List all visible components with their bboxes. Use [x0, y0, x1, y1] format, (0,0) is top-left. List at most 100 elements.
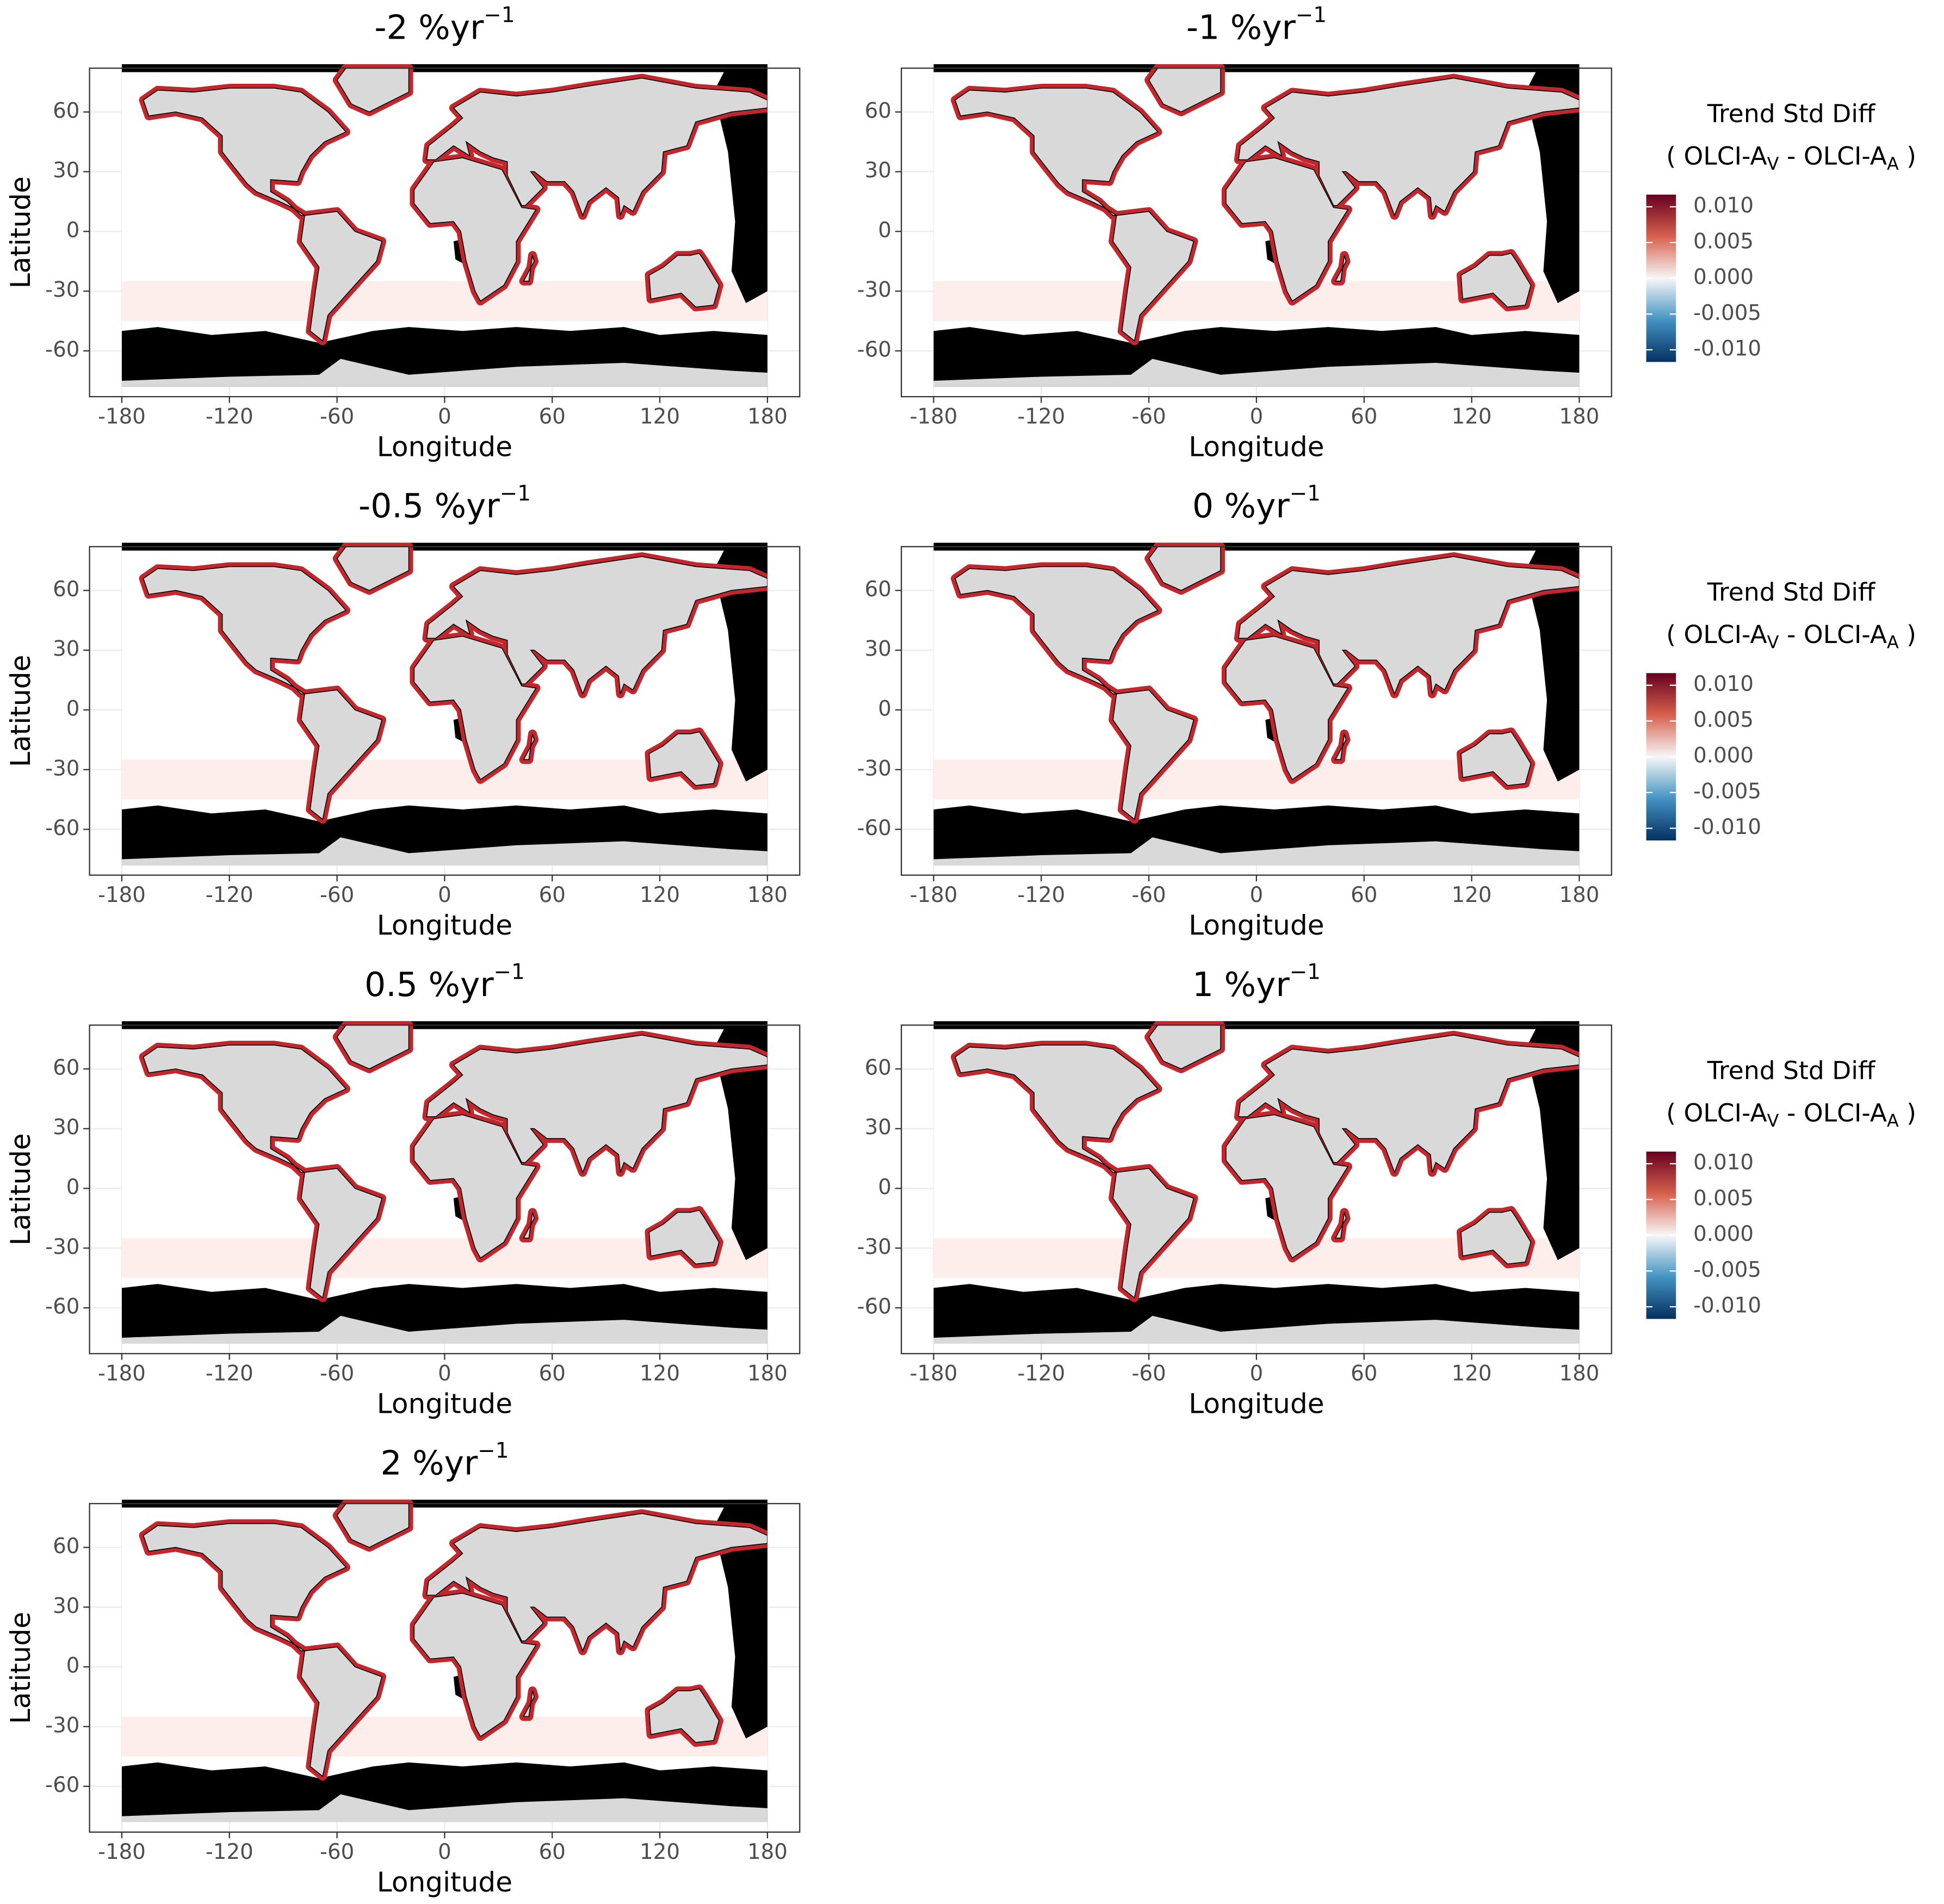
map-panel: -180 -120 -60 0 60 120 180 60 30 0 -30 -60 -1 %yr−1 L… — [4, 3, 1612, 462]
land — [413, 1592, 537, 1738]
x-tick-label: -120 — [206, 883, 253, 907]
x-tick-label: -60 — [1131, 883, 1166, 907]
land — [1112, 1168, 1194, 1299]
legend-title: Trend Std Diff — [1707, 1056, 1876, 1085]
colorbar-label: 0.010 — [1693, 672, 1754, 696]
x-tick-label: 180 — [1559, 883, 1599, 907]
land — [955, 88, 1159, 216]
panel-title: 2 %yr−1 — [380, 1438, 509, 1483]
x-tick-label: 120 — [640, 1840, 680, 1864]
y-tick-label: -30 — [45, 1235, 79, 1259]
x-tick-label: -180 — [98, 1840, 146, 1864]
land — [426, 1034, 767, 1174]
panel-title: 0 %yr−1 — [1192, 481, 1321, 526]
no-data — [1525, 1021, 1580, 1260]
x-tick-label: 180 — [747, 1840, 788, 1864]
plot-border — [89, 67, 801, 398]
y-tick-label: -30 — [857, 756, 891, 781]
map-panel: -180 -120 -60 0 60 120 180 60 30 0 -30 -60 1 %yr−1 Lo… — [4, 960, 1612, 1419]
no-data — [713, 64, 767, 304]
y-axis-title: Latitude — [4, 1133, 36, 1245]
x-tick-label: 180 — [747, 1362, 788, 1386]
x-tick-label: -120 — [206, 1840, 253, 1864]
legend-title: Trend Std Diff — [1707, 99, 1876, 128]
x-tick-label: -60 — [1131, 404, 1166, 429]
panel-title: -0.5 %yr−1 — [358, 481, 531, 526]
land — [426, 77, 767, 217]
land — [413, 157, 537, 302]
x-tick-label: 120 — [640, 404, 680, 429]
map-area — [933, 1021, 1580, 1344]
y-tick-label: 60 — [53, 1055, 79, 1080]
legend-subtitle: ( OLCI-AV - OLCI-AA ) — [1666, 1098, 1916, 1131]
y-axis-title: Latitude — [4, 176, 36, 288]
x-tick-label: -180 — [98, 404, 146, 429]
land — [1460, 731, 1532, 786]
x-axis-title: Longitude — [377, 1387, 512, 1419]
x-tick-label: -180 — [910, 883, 958, 907]
land — [426, 556, 767, 695]
antarctica — [121, 837, 767, 866]
x-tick-label: 180 — [747, 404, 788, 429]
map-area — [933, 64, 1580, 387]
map-panel: -180 -120 -60 0 60 120 180 60 30 0 -30 -60 -0.5 %yr−… — [4, 481, 801, 941]
y-tick-label: 60 — [53, 577, 79, 602]
x-tick-label: 180 — [1559, 404, 1599, 429]
panel-title: 1 %yr−1 — [1192, 960, 1321, 1004]
antarctica — [933, 1315, 1580, 1344]
map-panel: -180 -120 -60 0 60 120 180 60 30 0 -30 -60 0.5 %yr−1… — [4, 960, 801, 1419]
colorbar-label: 0.010 — [1693, 1151, 1754, 1175]
colorbar-label: -0.005 — [1693, 301, 1761, 325]
plot-border — [89, 1503, 801, 1833]
x-tick-label: -60 — [320, 883, 354, 907]
y-axis-title: Latitude — [4, 1612, 36, 1724]
y-axis-title: Latitude — [4, 655, 36, 767]
legend: Trend Std Diff ( OLCI-AV - OLCI-AA ) 0.010… — [1646, 578, 1916, 840]
x-tick-label: 0 — [438, 404, 451, 429]
x-axis-title: Longitude — [1188, 430, 1324, 462]
x-axis-title: Longitude — [377, 909, 512, 941]
x-tick-label: 120 — [1452, 883, 1492, 907]
no-data — [1525, 64, 1580, 304]
colorbar-label: 0.000 — [1693, 265, 1754, 289]
land — [413, 1114, 537, 1259]
x-tick-label: -180 — [910, 1362, 958, 1386]
y-tick-label: 0 — [878, 218, 891, 243]
colorbar-label: 0.005 — [1693, 229, 1754, 254]
y-tick-label: -30 — [857, 278, 891, 302]
y-tick-label: -60 — [45, 1295, 79, 1319]
y-tick-label: 0 — [66, 696, 80, 721]
y-tick-label: -60 — [857, 337, 891, 362]
y-tick-label: 0 — [66, 1654, 80, 1678]
x-tick-label: 60 — [1351, 883, 1377, 907]
y-tick-label: 0 — [878, 1175, 891, 1200]
land — [300, 1646, 383, 1777]
colorbar-label: -0.010 — [1693, 337, 1761, 361]
land — [1225, 157, 1349, 302]
x-tick-label: 60 — [539, 1362, 566, 1386]
land — [1334, 255, 1347, 282]
y-tick-label: 0 — [66, 1175, 80, 1200]
panel-title: -2 %yr−1 — [374, 3, 515, 47]
map-area — [121, 1021, 767, 1344]
legend-subtitle: ( OLCI-AV - OLCI-AA ) — [1666, 620, 1916, 652]
map-panel: -180 -120 -60 0 60 120 180 60 30 0 -30 -60 2 %yr−1 Lo… — [4, 1438, 801, 1898]
y-tick-label: -30 — [45, 278, 79, 302]
map-area — [121, 542, 767, 866]
land — [1225, 635, 1349, 781]
plot-border — [89, 1024, 801, 1355]
y-tick-label: 60 — [53, 1534, 79, 1559]
x-tick-label: -180 — [910, 404, 958, 429]
colorbar-label: 0.000 — [1693, 744, 1754, 768]
y-axis-title: Latitude — [4, 655, 36, 767]
map-area — [933, 542, 1580, 866]
legend: Trend Std Diff ( OLCI-AV - OLCI-AA ) 0.010… — [1646, 1056, 1916, 1319]
x-tick-label: 120 — [1452, 1362, 1492, 1386]
antarctica — [933, 358, 1580, 387]
x-tick-label: 0 — [1250, 404, 1264, 429]
land — [523, 1690, 535, 1717]
y-tick-label: -60 — [45, 337, 79, 362]
land — [955, 566, 1159, 695]
antarctica — [933, 837, 1580, 866]
land — [300, 689, 383, 820]
